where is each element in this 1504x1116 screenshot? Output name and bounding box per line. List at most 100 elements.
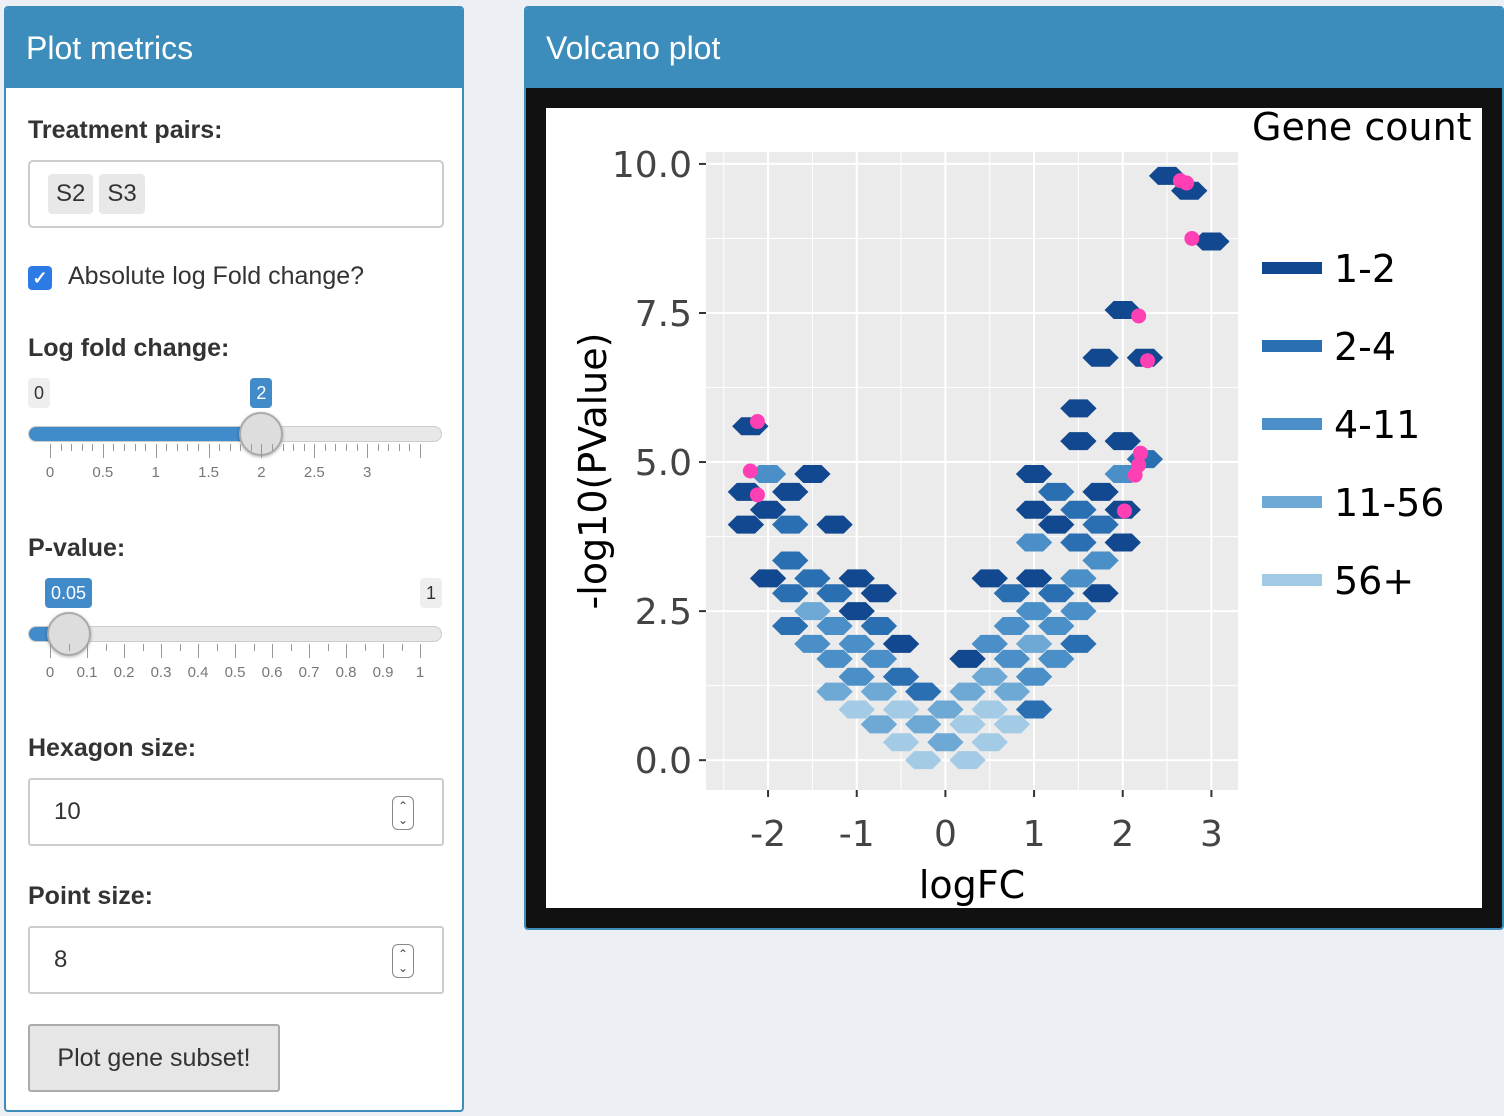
slider-tick-label: 0.2 — [113, 664, 135, 681]
slider-tick-label: 1 — [415, 664, 425, 681]
slider-tick — [208, 444, 210, 458]
slider-tick — [176, 444, 178, 451]
pvalue-value-badge: 0.05 — [45, 578, 93, 608]
spin-up-icon[interactable]: ⌃ — [397, 947, 409, 961]
slider-tick — [235, 644, 236, 658]
slider-tick-label: 0 — [45, 664, 55, 681]
hexagon-size-spinner[interactable]: ⌃ ⌄ — [392, 796, 414, 830]
slider-tick — [155, 444, 157, 458]
point-size-value: 8 — [54, 946, 68, 973]
absolute-lfc-checkbox[interactable]: ✓ — [28, 266, 52, 290]
legend-label: 2-4 — [1334, 325, 1396, 369]
hexbin-cell — [1015, 667, 1053, 686]
lfc-min-badge: 0 — [28, 378, 51, 408]
treatment-pairs-select[interactable]: S2 S3 — [28, 160, 444, 228]
slider-tick — [346, 644, 347, 658]
hexbin-cell — [993, 584, 1031, 603]
lfc-slider-track[interactable] — [28, 426, 442, 442]
y-axis-title: -log10(PValue) — [571, 333, 615, 610]
hexbin-cell — [1015, 602, 1053, 621]
spin-up-icon[interactable]: ⌃ — [397, 799, 409, 813]
hexbin-cell — [727, 515, 765, 534]
x-tick-label: 3 — [1200, 814, 1223, 855]
treatment-chip[interactable]: S2 — [48, 174, 94, 214]
pvalue-slider-ticks: 0 0.1 0.2 0.3 0.4 0.5 0.6 0.7 0.8 0.9 1 — [28, 644, 442, 681]
hexbin-cell — [1082, 551, 1119, 570]
slider-tick-label: 0.6 — [261, 664, 283, 681]
legend-label: 4-11 — [1334, 403, 1420, 447]
slider-tick-label: 0.3 — [150, 664, 172, 681]
slider-tick — [71, 444, 73, 451]
y-tick-label: 7.5 — [635, 294, 692, 335]
hexbin-cell — [1082, 584, 1119, 603]
slider-tick — [261, 444, 263, 458]
hexbin-cell — [1038, 649, 1075, 668]
hexbin-cell — [1082, 348, 1119, 367]
legend-label: 56+ — [1334, 559, 1414, 603]
slider-tick — [179, 644, 181, 651]
hexbin-cell — [1015, 533, 1053, 552]
hexbin-cell — [993, 715, 1031, 734]
slider-tick — [124, 444, 125, 451]
hexbin-cell — [1038, 482, 1075, 501]
y-tick-label: 2.5 — [635, 592, 692, 633]
spin-down-icon[interactable]: ⌄ — [397, 813, 409, 827]
legend-swatch — [1262, 496, 1322, 508]
hexbin-cell — [860, 715, 898, 734]
volcano-plot-header: Volcano plot — [526, 8, 1502, 88]
hexbin-cell — [949, 649, 986, 668]
x-tick-label: 0 — [934, 814, 957, 855]
p-value-label: P-value: — [28, 534, 126, 562]
y-tick-label: 0.0 — [635, 741, 692, 782]
slider-tick — [420, 444, 421, 458]
x-tick-label: -2 — [750, 814, 786, 855]
hexbin-cell — [949, 751, 986, 770]
slider-tick — [420, 644, 421, 658]
slider-tick — [272, 444, 273, 451]
hexbin-cell — [772, 515, 809, 534]
slider-tick — [187, 444, 189, 451]
slider-tick — [161, 644, 162, 658]
hexbin-cell — [794, 602, 831, 621]
legend-swatch — [1262, 574, 1322, 586]
slider-tick — [219, 444, 221, 451]
slider-tick — [81, 444, 83, 451]
hexagon-size-input[interactable]: 10 ⌃ ⌄ — [28, 778, 444, 846]
slider-tick — [68, 644, 70, 651]
volcano-plot-panel: Volcano plot -2 -1 0 1 2 3 0.0 2.5 5.0 7.5 10.0 log… — [524, 6, 1504, 930]
highlighted-gene-point — [749, 414, 765, 430]
slider-tick — [282, 444, 284, 451]
slider-tick — [105, 644, 107, 651]
treatment-chip[interactable]: S3 — [99, 174, 145, 214]
plot-canvas: -2 -1 0 1 2 3 0.0 2.5 5.0 7.5 10.0 logFC -log10(PVal… — [546, 105, 1482, 908]
hexbin-cell — [772, 551, 809, 570]
hexbin-cell — [1060, 569, 1097, 588]
plot-metrics-header: Plot metrics — [6, 8, 462, 88]
slider-tick — [198, 444, 199, 451]
slider-tick — [401, 644, 403, 651]
slider-tick — [303, 444, 305, 451]
point-size-spinner[interactable]: ⌃ ⌄ — [392, 944, 414, 978]
treatment-pairs-label: Treatment pairs: — [28, 116, 223, 144]
hexbin-cell — [1104, 533, 1141, 552]
slider-tick — [409, 444, 411, 451]
slider-tick — [102, 444, 104, 458]
plot-gene-subset-button[interactable]: Plot gene subset! — [28, 1024, 280, 1092]
pvalue-slider-handle[interactable] — [46, 612, 91, 656]
hexbin-cell — [1060, 634, 1097, 653]
spin-down-icon[interactable]: ⌄ — [397, 961, 409, 975]
legend-label: 1-2 — [1334, 247, 1396, 291]
slider-tick — [356, 444, 358, 451]
hexbin-cell — [772, 584, 809, 603]
point-size-input[interactable]: 8 ⌃ ⌄ — [28, 926, 444, 994]
slider-tick — [383, 644, 384, 658]
slider-tick-label: 1 — [151, 464, 160, 481]
hexbin-cell — [1104, 432, 1141, 451]
point-size-label: Point size: — [28, 882, 154, 910]
slider-tick — [314, 444, 316, 458]
hexbin-cell — [838, 569, 875, 588]
slider-tick-label: 0.5 — [92, 464, 114, 481]
slider-tick — [142, 644, 144, 651]
hexbin-cell — [927, 700, 964, 719]
slider-tick — [92, 444, 94, 451]
